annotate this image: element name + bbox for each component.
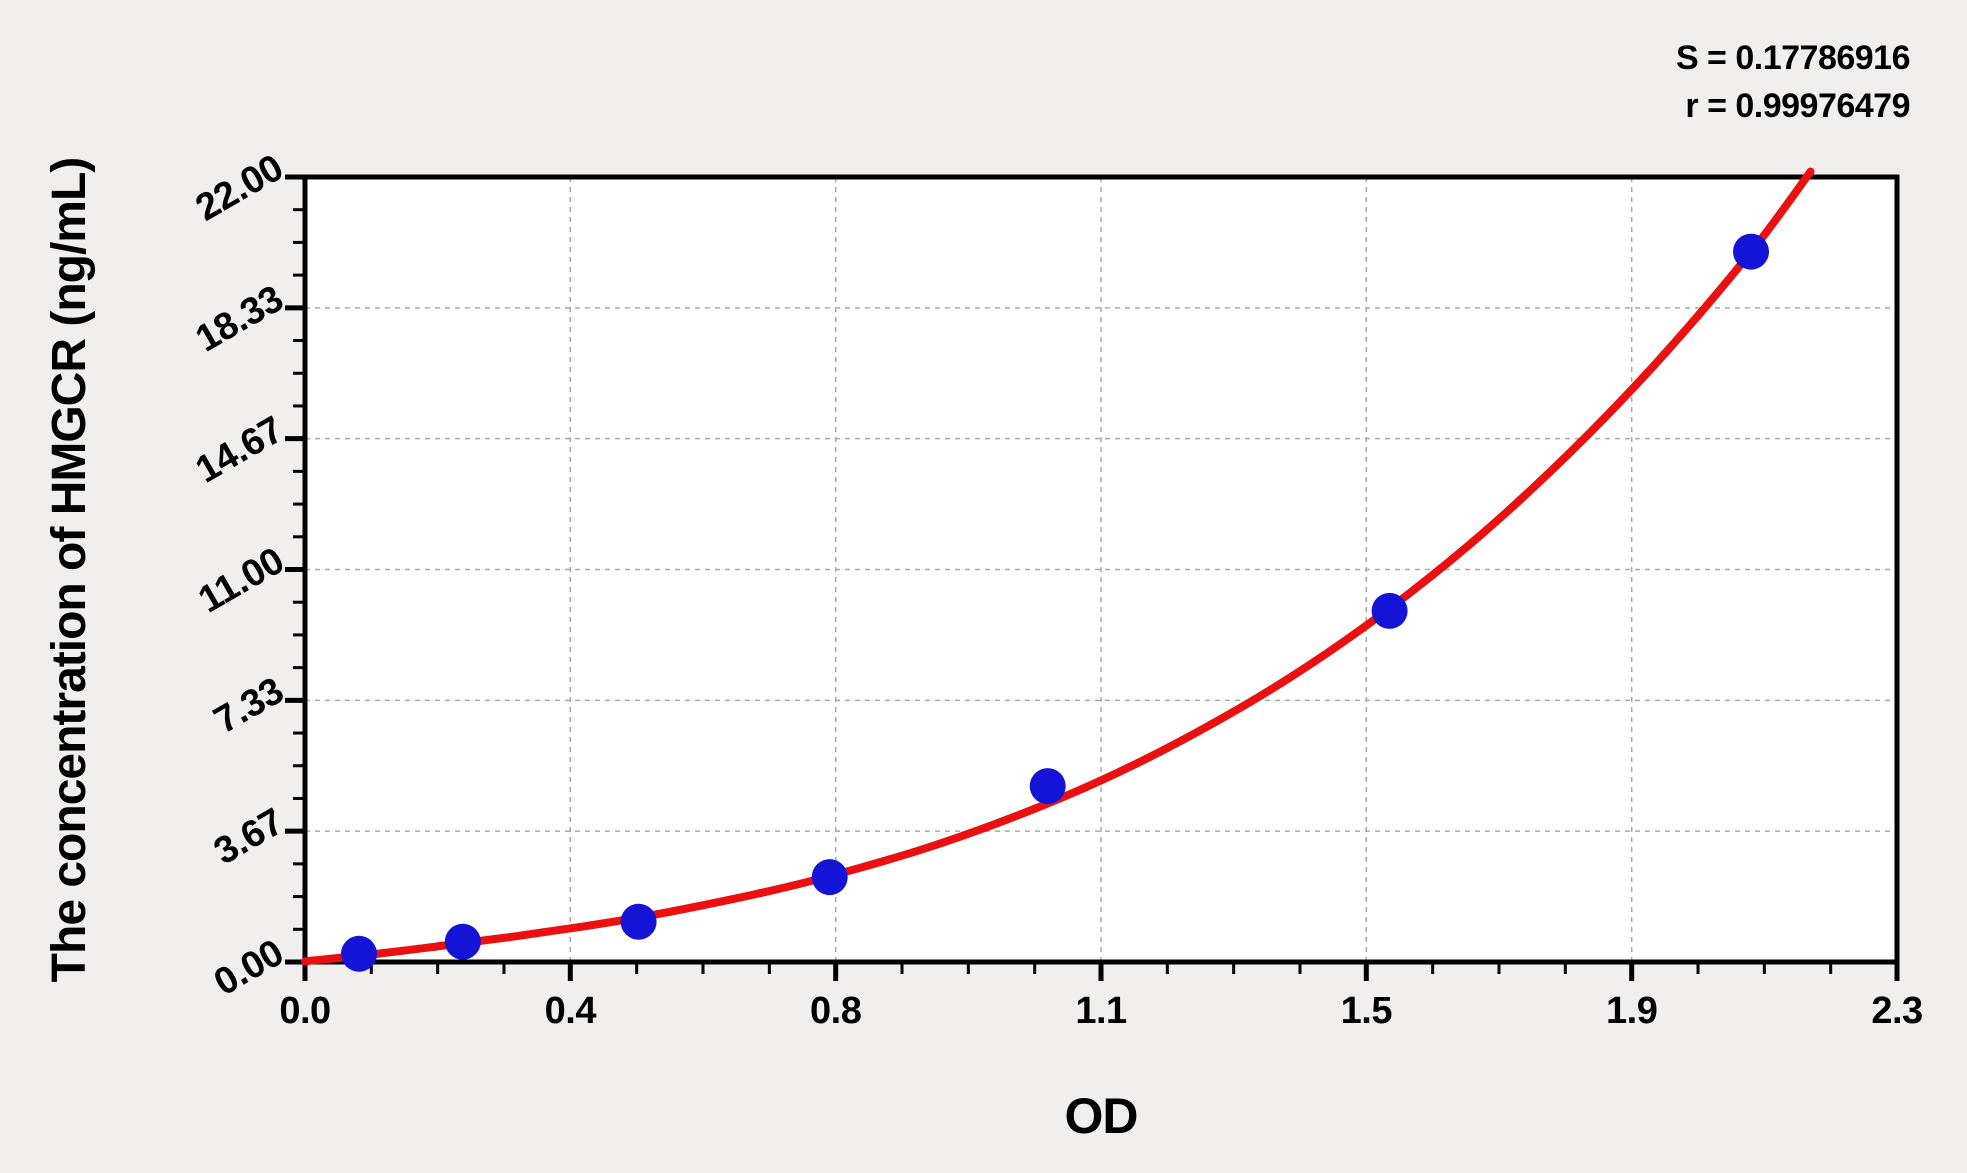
x-tick-label: 1.1: [1075, 990, 1127, 1032]
x-axis-title: OD: [1064, 1088, 1139, 1144]
fit-curve: [301, 167, 1815, 966]
data-point: [620, 903, 657, 940]
stat-s-value: S = 0.17786916: [1675, 39, 1911, 77]
data-point: [811, 859, 848, 896]
y-axis-title: The concentration of HMGCR (ng/mL): [43, 157, 96, 983]
x-tick-label: 0.8: [810, 990, 862, 1032]
x-tick-label: 2.3: [1871, 990, 1923, 1032]
x-tick-label: 1.5: [1340, 990, 1393, 1032]
stat-r-value: r = 0.99976479: [1685, 87, 1910, 125]
x-tick-label: 0.4: [544, 990, 597, 1032]
data-point: [1371, 592, 1408, 629]
data-point: [1733, 233, 1769, 270]
data-point: [444, 923, 481, 960]
data-point: [341, 935, 377, 972]
x-tick-label: 0.0: [279, 990, 331, 1032]
plot-frame: [302, 174, 1900, 965]
fit-statistics: S = 0.17786916 r = 0.99976479: [1675, 34, 1911, 130]
data-point: [1029, 768, 1066, 805]
x-tick-label: 1.9: [1606, 990, 1658, 1032]
